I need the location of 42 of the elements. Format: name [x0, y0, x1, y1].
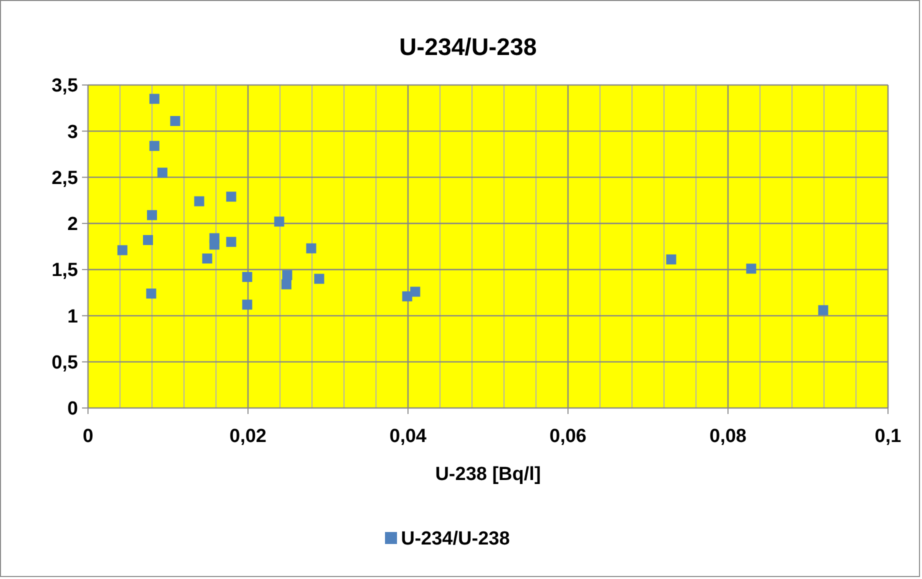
point: [314, 274, 324, 284]
point: [117, 245, 128, 256]
y-tick-label: 2: [67, 214, 78, 236]
y-tick-label: 3,5: [52, 76, 78, 97]
point: [149, 140, 160, 151]
point: [146, 288, 156, 299]
point: [226, 192, 236, 202]
point: [410, 286, 420, 297]
point: [242, 272, 252, 282]
x-tick-label: 0,1: [874, 426, 902, 447]
point: [281, 279, 292, 290]
point: [282, 270, 292, 280]
x-tick-label: 0,08: [710, 426, 746, 447]
point: [818, 305, 828, 316]
point: [274, 216, 284, 227]
point: [202, 253, 212, 264]
x-tick-label: 0,06: [550, 426, 586, 447]
point: [143, 235, 153, 246]
y-tick-label: 2,5: [52, 168, 78, 189]
y-tick-label: 1: [67, 306, 78, 328]
point: [209, 240, 220, 250]
y-tick-label: 0: [67, 398, 78, 420]
x-tick-label: 0,04: [390, 426, 427, 447]
point: [242, 300, 252, 310]
point: [157, 168, 168, 178]
point: [149, 94, 160, 104]
x-axis-title: U-238 [Bq/l]: [435, 464, 541, 485]
point: [402, 291, 412, 302]
chart-title: U-234/U-238: [399, 34, 537, 61]
legend-label: U-234/U-238: [401, 528, 510, 550]
x-tick-label: 0,02: [230, 426, 266, 447]
point: [746, 264, 756, 274]
point: [226, 236, 236, 247]
point: [666, 254, 676, 264]
y-tick-label: 3: [67, 122, 78, 143]
point: [147, 210, 157, 220]
point: [170, 116, 180, 126]
y-tick-label: 0,5: [52, 352, 78, 374]
point: [306, 243, 316, 254]
y-tick-label: 1,5: [52, 260, 78, 282]
x-tick-label: 0: [82, 426, 94, 447]
point: [194, 196, 204, 206]
